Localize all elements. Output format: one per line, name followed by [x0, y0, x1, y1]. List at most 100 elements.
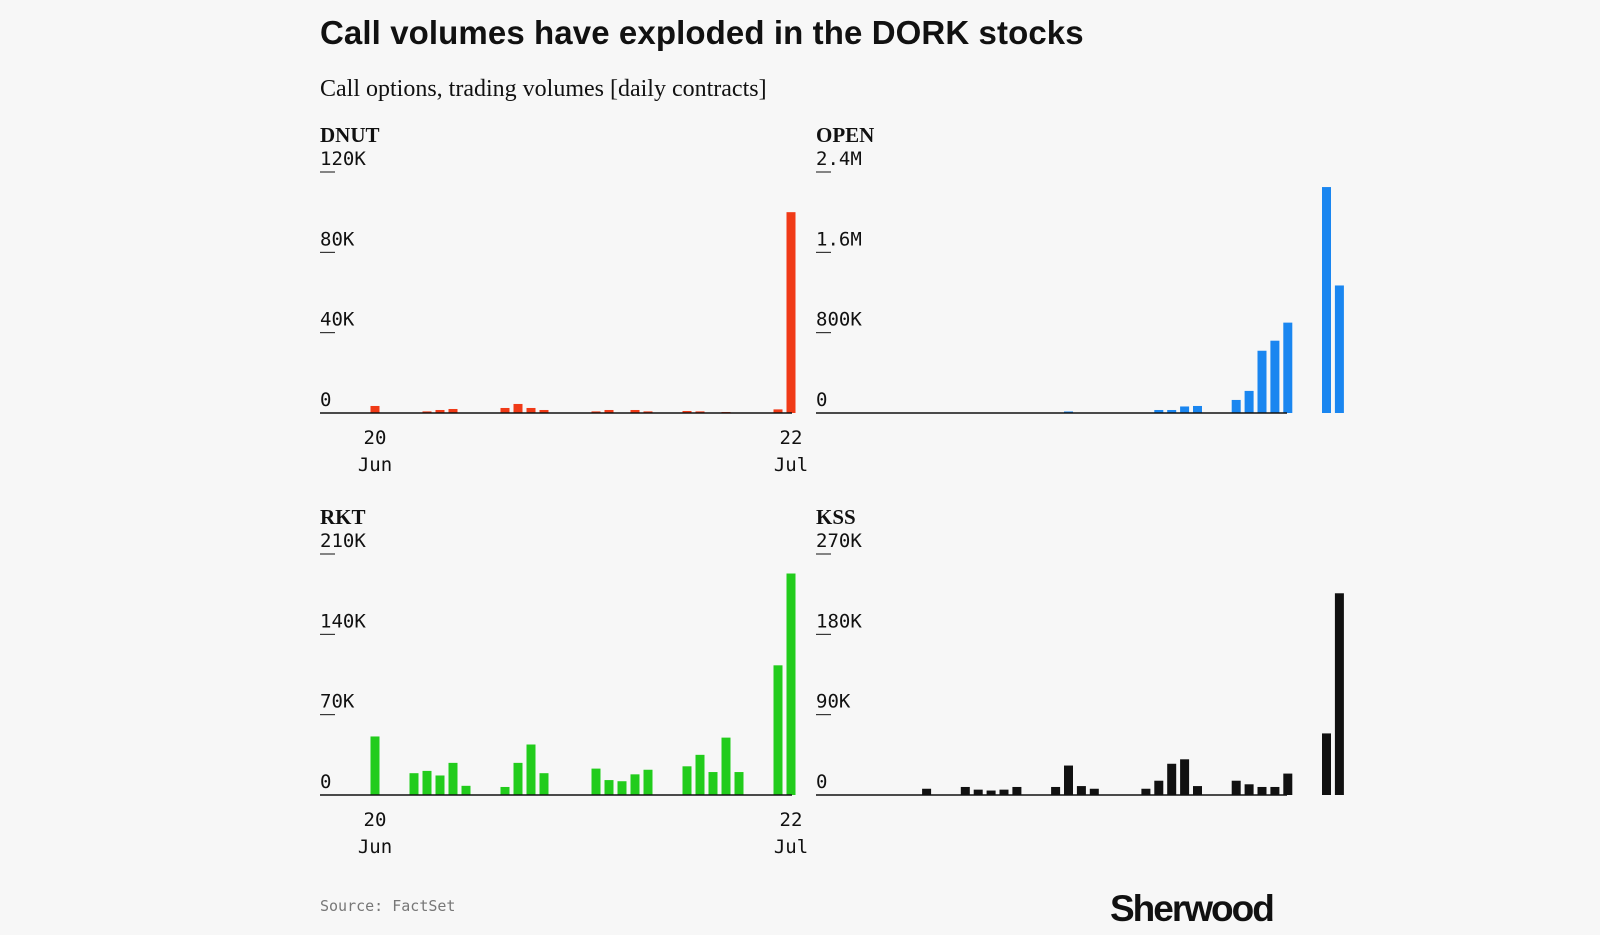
rkt-bar [448, 762, 458, 795]
rkt-bar [643, 769, 653, 795]
open-y-tick-label: 0 [816, 389, 827, 411]
dnut-bar [422, 411, 432, 413]
kss-bar [1283, 773, 1293, 795]
rkt-bar [682, 766, 692, 795]
rkt-y-tick-label: 70K [320, 691, 355, 713]
rkt-bar [630, 774, 640, 795]
dnut-bar [513, 403, 523, 413]
kss-bar [986, 790, 996, 795]
rkt-bar [513, 762, 523, 795]
kss-y-tick-label: 0 [816, 771, 827, 793]
dnut-bar [435, 409, 445, 413]
open-bar [1154, 409, 1164, 413]
open-bar [1167, 409, 1177, 413]
kss-bar [1322, 733, 1331, 795]
rkt-bar [604, 780, 614, 795]
kss-bar [1244, 784, 1254, 795]
dnut-bar [370, 405, 380, 413]
kss-bar [1270, 786, 1280, 795]
dnut-bar [591, 411, 601, 413]
dnut-y-tick-label: 120K [320, 148, 366, 170]
open-bar [1283, 322, 1293, 413]
dnut-x-tick-day: 22 [780, 427, 803, 449]
sherwood-logo: Sherwood [1110, 888, 1275, 929]
rkt-x-tick-month: Jun [358, 836, 392, 858]
rkt-y-tick-label: 0 [320, 771, 331, 793]
rkt-bar [734, 772, 744, 795]
open-bar [1064, 411, 1073, 413]
dnut-bar [448, 408, 458, 413]
rkt-bar [435, 775, 445, 795]
rkt-x-tick-month: Jul [774, 836, 808, 858]
open-bar [1244, 390, 1254, 413]
kss-bar [1193, 786, 1202, 795]
rkt-bar [591, 768, 601, 795]
dnut-bar [500, 407, 510, 413]
rkt-x-tick-day: 20 [364, 809, 387, 831]
chart-subtitle: Call options, trading volumes [daily con… [320, 76, 767, 102]
rkt-bar [695, 754, 705, 795]
rkt-y-tick-label: 210K [320, 530, 366, 552]
dnut-y-tick-label: 80K [320, 228, 355, 250]
kss-bar [1141, 788, 1151, 795]
rkt-bar [500, 786, 510, 795]
rkt-bar [708, 772, 718, 795]
rkt-bar [617, 781, 627, 795]
kss-y-tick-label: 180K [816, 610, 862, 632]
rkt-panel-title: RKT [320, 505, 366, 529]
kss-bar [1012, 786, 1022, 795]
kss-bar [1334, 593, 1344, 795]
open-bar [1193, 405, 1202, 413]
rkt-bar [370, 736, 380, 795]
open-bar [1270, 340, 1280, 413]
open-bar [1322, 187, 1331, 413]
kss-bar [973, 789, 983, 795]
kss-y-tick-label: 270K [816, 530, 862, 552]
dnut-x-tick-day: 20 [364, 427, 387, 449]
dnut-bar [539, 409, 549, 413]
dnut-bar [643, 411, 653, 413]
dnut-x-tick-month: Jun [358, 454, 392, 476]
chart-title: Call volumes have exploded in the DORK s… [320, 14, 1084, 51]
open-panel-title: OPEN [816, 123, 874, 147]
rkt-bar [721, 737, 731, 795]
open-y-tick-label: 2.4M [816, 148, 862, 170]
rkt-bar [773, 665, 783, 795]
dnut-bar [695, 411, 705, 413]
open-bar [1334, 285, 1344, 413]
kss-bar [1257, 786, 1267, 795]
rkt-x-tick-day: 22 [780, 809, 803, 831]
rkt-bar [786, 573, 796, 795]
kss-bar [1167, 763, 1177, 795]
kss-bar [1154, 780, 1164, 795]
kss-bar [1180, 759, 1190, 795]
open-y-tick-label: 800K [816, 309, 862, 331]
open-bar [1231, 399, 1241, 413]
kss-panel-title: KSS [816, 505, 856, 529]
dnut-y-tick-label: 0 [320, 389, 331, 411]
kss-bar [1064, 765, 1073, 795]
kss-bar [1089, 788, 1099, 795]
source-note: Source: FactSet [320, 897, 456, 915]
dnut-bar [682, 410, 692, 413]
rkt-bar [409, 773, 419, 795]
dnut-panel-title: DNUT [320, 123, 380, 147]
kss-bar [1231, 780, 1241, 795]
rkt-bar [461, 785, 471, 795]
open-bar [1180, 406, 1190, 413]
dnut-y-tick-label: 40K [320, 309, 355, 331]
dnut-x-tick-month: Jul [774, 454, 808, 476]
dnut-bar [604, 409, 614, 413]
dnut-bar [630, 409, 640, 413]
open-y-tick-label: 1.6M [816, 228, 862, 250]
kss-bar [922, 788, 932, 795]
rkt-bar [539, 773, 549, 795]
kss-bar [1076, 786, 1086, 795]
rkt-bar [422, 770, 432, 795]
dnut-bar [773, 409, 783, 413]
rkt-y-tick-label: 140K [320, 610, 366, 632]
kss-y-tick-label: 90K [816, 691, 851, 713]
kss-bar [1051, 786, 1061, 795]
kss-bar [960, 786, 970, 795]
